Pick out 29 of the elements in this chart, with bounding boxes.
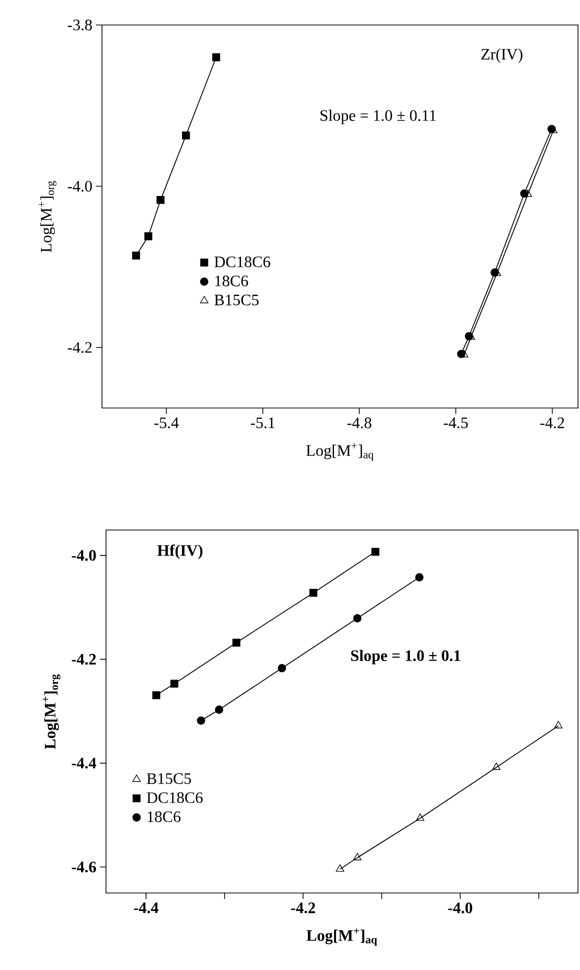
y-tick-label: -4.0 xyxy=(68,180,92,192)
x-tick-label: -4.2 xyxy=(291,902,316,914)
annotation: Slope = 1.0 ± 0.1 xyxy=(351,650,460,664)
x-axis-title: Log[M$^{+}$]$_{aq}$ xyxy=(306,928,378,946)
x-tick-label: -4.0 xyxy=(448,902,472,914)
y-tick-label: -4.2 xyxy=(72,654,96,665)
y-tick-label: -3.8 xyxy=(68,20,92,30)
x-tick-label: -4.4 xyxy=(134,902,158,914)
x-tick-label: -5.4 xyxy=(154,418,179,428)
y-tick-label: -4.2 xyxy=(68,342,92,353)
x-tick-label: -4.5 xyxy=(444,418,468,428)
annotation: Hf(IV) xyxy=(157,544,202,560)
y-axis-title: Log[M$^{+}$]$_{org}$ xyxy=(38,180,56,252)
legend-label: DC18C6 xyxy=(146,792,203,804)
x-tick-label: -4.2 xyxy=(540,418,564,428)
legend-label: DC18C6 xyxy=(214,256,270,268)
legend-label: 18C6 xyxy=(148,811,180,822)
legend-label: 18C6 xyxy=(215,276,248,286)
y-tick-label: -4.6 xyxy=(72,862,96,872)
y-axis-title: Log[M$^{+}$]$_{org}$ xyxy=(42,674,60,750)
legend-label: B15C5 xyxy=(214,294,259,306)
x-axis-title: Log[M$^{+}$]$_{aq}$ xyxy=(306,443,374,461)
annotation: Zr(IV) xyxy=(481,48,522,63)
y-tick-label: -4.4 xyxy=(72,758,96,769)
y-tick-label: -4.0 xyxy=(72,550,96,561)
legend-label: B15C5 xyxy=(146,773,191,784)
x-tick-label: -4.8 xyxy=(347,418,372,428)
x-tick-label: -5.1 xyxy=(250,418,274,428)
annotation: Slope = 1.0 ± 0.11 xyxy=(320,110,436,124)
